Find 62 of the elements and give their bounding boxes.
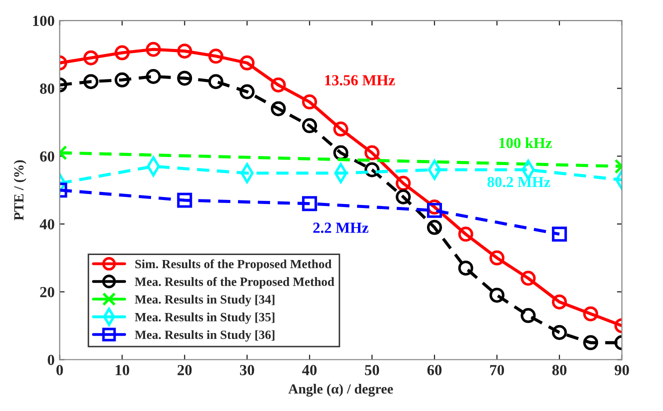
point [146, 68, 161, 84]
x-tick-label: 10 [116, 364, 130, 376]
point [364, 145, 380, 160]
x-tick-label: 70 [490, 364, 504, 376]
point [146, 42, 161, 57]
x-axis-title: Angle (α) / degree [288, 384, 393, 397]
point [426, 202, 442, 218]
point [270, 101, 286, 116]
point [552, 325, 567, 340]
point [552, 294, 567, 310]
point [552, 226, 567, 242]
point [396, 176, 411, 191]
x-tick-label: 60 [427, 364, 442, 376]
annotation: 80.2 MHz [487, 176, 550, 188]
x-tick-label: 90 [614, 364, 629, 376]
y-tick-label: 40 [40, 219, 54, 230]
point [270, 77, 286, 92]
y-tick-label: 60 [40, 151, 54, 162]
annotation: 13.56 MHz [325, 75, 395, 86]
point [177, 44, 192, 59]
point [208, 74, 224, 90]
x-tick-label: 0 [56, 364, 63, 376]
x-tick-label: 50 [364, 364, 380, 376]
point [302, 94, 318, 110]
legend-label: Mea. Results in Study [34] [134, 294, 274, 306]
legend-label: Mea. Results in Study [35] [134, 312, 274, 324]
point [114, 72, 130, 88]
annotation: 100 kHz [499, 137, 552, 148]
point [489, 288, 504, 303]
point [240, 55, 255, 70]
point [177, 70, 192, 86]
point [583, 306, 598, 322]
point [208, 48, 224, 64]
point [83, 74, 98, 90]
x-tick-label: 40 [302, 364, 317, 376]
point [114, 45, 130, 60]
legend-label: Mea. Results in Study [36] [134, 330, 274, 342]
x-tick-label: 20 [178, 364, 192, 376]
point [177, 192, 192, 208]
y-tick-label: 0 [48, 354, 54, 366]
x-tick-label: 80 [552, 364, 566, 376]
x-tick-label: 30 [240, 364, 254, 376]
point [240, 84, 255, 100]
point [520, 270, 536, 286]
point [333, 122, 348, 137]
legend-label: Mea. Results of the Proposed Method [134, 277, 334, 288]
point [396, 189, 411, 204]
point [489, 250, 504, 266]
y-tick-label: 100 [33, 16, 54, 26]
y-axis-title: PTE / (%) [14, 160, 26, 220]
point [302, 118, 318, 134]
y-tick-label: 80 [40, 84, 54, 94]
annotation: 2.2 MHz [313, 222, 368, 233]
point [83, 50, 98, 66]
point [458, 260, 474, 276]
point [583, 335, 598, 350]
point [426, 220, 442, 235]
point [520, 308, 536, 324]
point [458, 226, 474, 242]
point [302, 196, 318, 212]
legend-label: Sim. Results of the Proposed Method [135, 259, 332, 271]
y-tick-label: 20 [40, 286, 54, 298]
